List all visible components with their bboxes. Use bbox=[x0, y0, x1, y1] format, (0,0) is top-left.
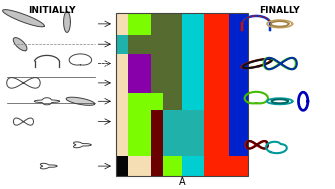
Bar bbox=[116, 54, 128, 73]
Bar bbox=[204, 54, 229, 73]
Bar bbox=[229, 13, 248, 35]
Bar bbox=[128, 54, 150, 73]
Bar bbox=[204, 156, 229, 176]
Polygon shape bbox=[3, 10, 44, 27]
Bar bbox=[163, 110, 182, 133]
Bar bbox=[204, 35, 229, 54]
Bar bbox=[163, 73, 182, 93]
Bar bbox=[163, 13, 182, 35]
Bar bbox=[128, 110, 150, 133]
Bar bbox=[163, 54, 182, 73]
Bar bbox=[163, 93, 182, 110]
Text: A: A bbox=[179, 177, 185, 187]
Bar bbox=[229, 93, 248, 110]
Bar bbox=[116, 110, 128, 133]
Bar bbox=[229, 54, 248, 73]
Bar bbox=[150, 110, 163, 133]
Polygon shape bbox=[64, 12, 70, 33]
Bar bbox=[229, 35, 248, 54]
Bar bbox=[116, 156, 128, 176]
Bar bbox=[116, 35, 128, 54]
Bar bbox=[182, 133, 204, 156]
Bar bbox=[182, 35, 204, 54]
Bar bbox=[128, 156, 150, 176]
Bar bbox=[182, 110, 204, 133]
Bar bbox=[204, 93, 229, 110]
Bar bbox=[150, 156, 163, 176]
Bar bbox=[204, 133, 229, 156]
Bar bbox=[128, 35, 150, 54]
Bar bbox=[182, 54, 204, 73]
Text: FINALLY: FINALLY bbox=[259, 6, 300, 15]
Bar bbox=[229, 73, 248, 93]
Bar bbox=[182, 93, 204, 110]
Bar bbox=[182, 73, 204, 93]
Bar bbox=[128, 133, 150, 156]
Bar bbox=[116, 93, 128, 110]
Bar bbox=[128, 73, 150, 93]
Bar bbox=[163, 133, 182, 156]
Bar bbox=[204, 13, 229, 35]
Bar bbox=[128, 93, 150, 110]
Polygon shape bbox=[13, 38, 27, 51]
Bar bbox=[229, 133, 248, 156]
Bar bbox=[150, 133, 163, 156]
Bar bbox=[204, 110, 229, 133]
Bar bbox=[204, 73, 229, 93]
Bar bbox=[229, 156, 248, 176]
Text: INITIALLY: INITIALLY bbox=[28, 6, 76, 15]
Polygon shape bbox=[66, 97, 95, 105]
Bar bbox=[150, 73, 163, 93]
Bar bbox=[163, 35, 182, 54]
Bar bbox=[182, 13, 204, 35]
Bar bbox=[150, 54, 163, 73]
Bar bbox=[116, 73, 128, 93]
Bar bbox=[182, 156, 204, 176]
Bar bbox=[116, 13, 128, 35]
Bar bbox=[163, 156, 182, 176]
Bar bbox=[150, 35, 163, 54]
Bar bbox=[128, 13, 150, 35]
Bar bbox=[150, 93, 163, 110]
Bar bbox=[150, 13, 163, 35]
Bar bbox=[116, 13, 248, 176]
Bar bbox=[229, 110, 248, 133]
Bar bbox=[116, 133, 128, 156]
